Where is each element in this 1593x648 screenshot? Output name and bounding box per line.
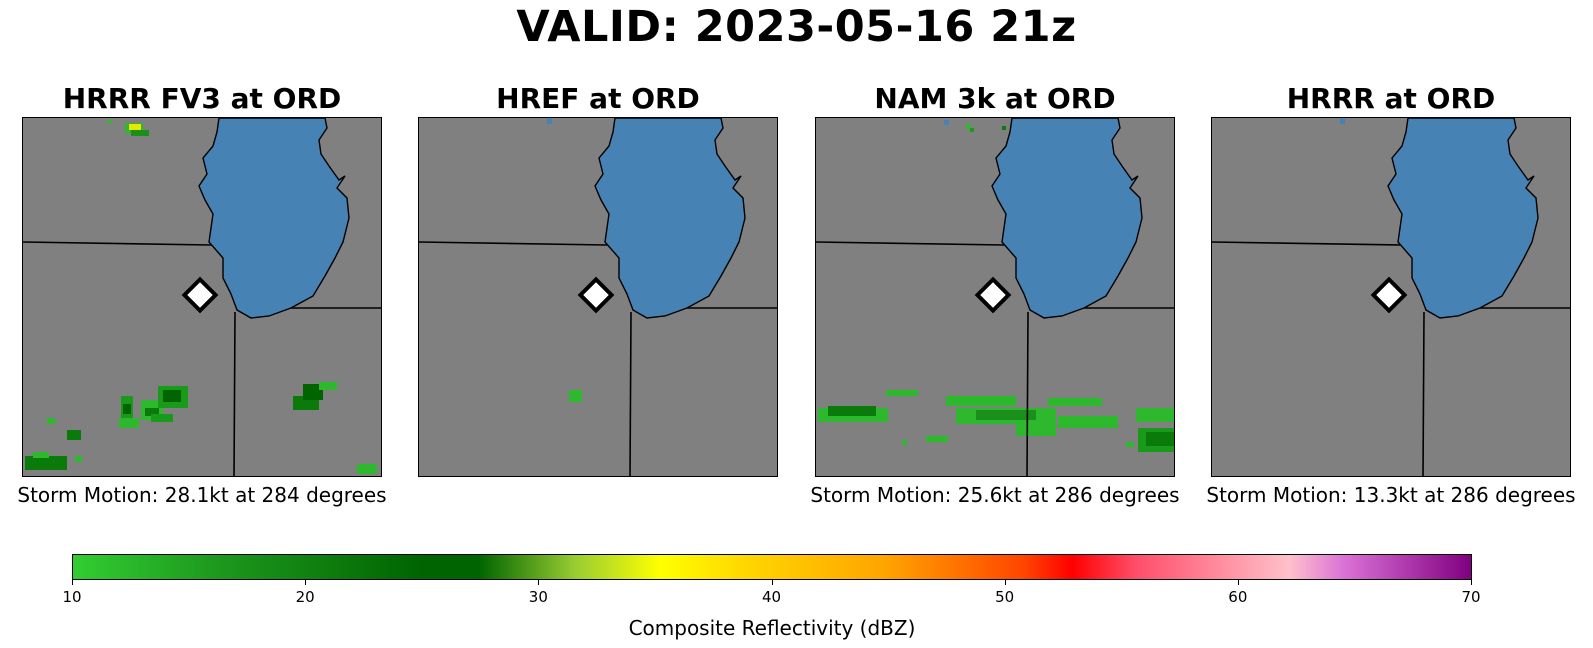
storm-motion-hrrr-fv3: Storm Motion: 28.1kt at 284 degrees bbox=[17, 483, 387, 507]
colorbar-tick-label: 30 bbox=[528, 588, 548, 606]
colorbar-tick bbox=[72, 580, 73, 585]
colorbar-tick-label: 40 bbox=[761, 588, 782, 606]
colorbar-tick-label: 20 bbox=[295, 588, 315, 606]
storm-motion-hrrr: Storm Motion: 13.3kt at 286 degrees bbox=[1206, 483, 1576, 507]
radar-echoes bbox=[25, 120, 377, 474]
panel-title-hrrr: HRRR at ORD bbox=[1286, 82, 1496, 115]
colorbar-tick bbox=[1237, 580, 1239, 585]
state-borders bbox=[816, 241, 1174, 476]
ord-marker bbox=[974, 276, 1012, 314]
radar-echoes bbox=[547, 118, 582, 402]
lake-michigan bbox=[198, 118, 350, 319]
radar-echoes bbox=[818, 120, 1174, 452]
colorbar-tick-label: 60 bbox=[1228, 588, 1248, 606]
ord-marker bbox=[577, 276, 615, 314]
ord-marker bbox=[1370, 276, 1408, 314]
state-borders bbox=[1212, 241, 1570, 476]
lake-michigan bbox=[594, 118, 746, 319]
panel-title-hrrr-fv3: HRRR FV3 at ORD bbox=[62, 82, 342, 115]
map-hrrr bbox=[1211, 117, 1571, 477]
panel-title-href: HREF at ORD bbox=[496, 82, 700, 115]
colorbar-tick bbox=[771, 580, 773, 585]
lake-michigan bbox=[1387, 118, 1539, 319]
storm-motion-nam-3k: Storm Motion: 25.6kt at 286 degrees bbox=[810, 483, 1180, 507]
radar-echoes bbox=[1340, 118, 1345, 124]
colorbar-tick-label: 50 bbox=[995, 588, 1015, 606]
colorbar-tick-label: 70 bbox=[1461, 588, 1481, 606]
colorbar-tick bbox=[538, 580, 540, 585]
lake-michigan bbox=[991, 118, 1143, 319]
map-href bbox=[418, 117, 778, 477]
state-borders bbox=[419, 241, 777, 476]
colorbar-tick bbox=[1471, 580, 1472, 585]
ord-marker bbox=[181, 276, 219, 314]
state-borders bbox=[23, 241, 381, 476]
valid-time-title: VALID: 2023-05-16 21z bbox=[516, 2, 1077, 52]
colorbar-label: Composite Reflectivity (dBZ) bbox=[628, 616, 916, 640]
colorbar-tick bbox=[305, 580, 307, 585]
map-nam-3k bbox=[815, 117, 1175, 477]
colorbar-tick-label: 10 bbox=[62, 588, 82, 606]
panel-title-nam-3k: NAM 3k at ORD bbox=[874, 82, 1116, 115]
colorbar-tick bbox=[1004, 580, 1006, 585]
map-hrrr-fv3 bbox=[22, 117, 382, 477]
reflectivity-colorbar bbox=[72, 554, 1472, 580]
